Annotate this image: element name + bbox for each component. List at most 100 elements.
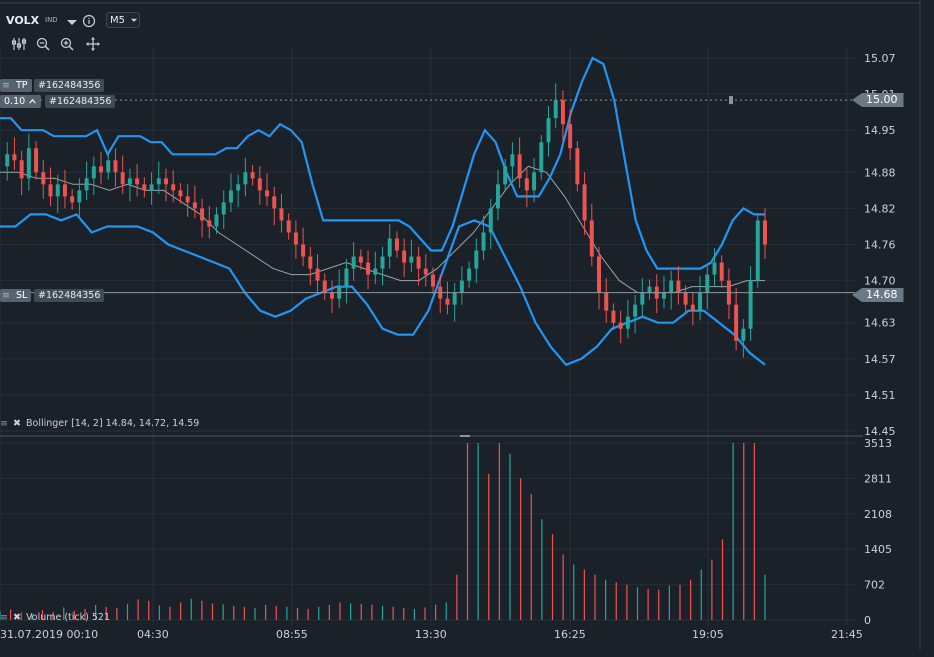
candle-body <box>690 304 695 311</box>
candle-body <box>120 172 125 185</box>
remove-indicator-icon[interactable]: ✖ <box>13 418 21 429</box>
sl-order-tag[interactable]: ≡ SL <box>0 289 32 302</box>
tp-price-label[interactable]: 15.00 <box>852 93 904 107</box>
candle-body <box>755 220 760 281</box>
candle-body <box>394 238 399 251</box>
candle-body <box>84 178 89 191</box>
info-icon[interactable] <box>81 13 97 29</box>
candle-body <box>99 166 104 173</box>
price-tick-label: 14.57 <box>864 353 896 366</box>
candle-body <box>178 190 183 197</box>
price-tick-label: 14.70 <box>864 275 896 288</box>
candle-body <box>207 220 212 227</box>
crosshair-icon[interactable] <box>85 36 101 52</box>
time-tick-label: 13:30 <box>415 628 447 641</box>
candle-body <box>286 220 291 233</box>
candle-body <box>503 166 508 185</box>
candle-body <box>495 184 500 209</box>
candle-body <box>301 244 306 257</box>
entry-order-tag[interactable]: 0.10 <box>0 95 42 108</box>
candle-body <box>221 202 226 215</box>
tp-order-id: #162484356 <box>34 79 105 92</box>
candle-body <box>322 280 327 293</box>
candle-body <box>265 190 270 197</box>
candle-body <box>26 148 31 179</box>
price-tick-label: 14.63 <box>864 317 896 330</box>
sl-price-label[interactable]: 14.68 <box>852 288 904 302</box>
timeframe-select[interactable]: M5 <box>106 12 140 28</box>
chevron-down-icon[interactable] <box>64 14 80 30</box>
candle-body <box>481 232 486 251</box>
volume-tick-label: 702 <box>864 579 885 592</box>
candle-body <box>48 184 53 197</box>
zoom-in-icon[interactable] <box>59 36 75 52</box>
time-tick-label: 31.07.2019 00:10 <box>0 628 98 641</box>
candle-body <box>402 250 407 263</box>
remove-indicator-icon[interactable]: ✖ <box>13 612 21 623</box>
candle-body <box>604 292 609 311</box>
price-tick-label: 14.45 <box>864 425 896 438</box>
candle-body <box>156 178 161 185</box>
candle-body <box>763 220 767 245</box>
candle-body <box>164 178 168 185</box>
time-tick-label: 16:25 <box>554 628 586 641</box>
candle-body <box>445 298 450 305</box>
candle-body <box>243 172 248 185</box>
candle-body <box>734 304 739 341</box>
candle-body <box>582 184 587 221</box>
candle-body <box>127 178 132 185</box>
candlestick-series <box>5 83 767 358</box>
symbol-name[interactable]: VOLX <box>6 14 40 27</box>
candle-body <box>329 292 334 299</box>
candle-body <box>171 184 176 191</box>
candle-body <box>560 100 565 125</box>
candle-body <box>135 178 140 185</box>
volume-tick-label: 2108 <box>864 508 892 521</box>
indicator-menu-icon: ≡ <box>0 418 8 429</box>
candle-body <box>373 268 378 275</box>
bollinger-indicator-label[interactable]: ≡ ✖ Bollinger [14, 2] 14.84, 14.72, 14.5… <box>0 418 199 429</box>
candle-body <box>272 196 277 209</box>
candle-body <box>640 292 645 305</box>
candle-body <box>524 178 529 191</box>
volume-bars <box>0 443 766 620</box>
candle-body <box>568 124 573 149</box>
candle-body <box>618 322 623 329</box>
price-tick-label: 14.51 <box>864 389 896 402</box>
price-tick-label: 14.76 <box>864 239 896 252</box>
candle-body <box>5 154 10 167</box>
candle-body <box>380 256 385 269</box>
price-tick-label: 14.88 <box>864 166 896 179</box>
candle-body <box>70 196 75 203</box>
sl-order-id: #162484356 <box>34 289 105 302</box>
candle-body <box>669 280 674 293</box>
candle-body <box>611 310 616 323</box>
candle-body <box>308 256 313 269</box>
volume-tick-label: 3513 <box>864 437 892 450</box>
candle-body <box>142 184 147 191</box>
candle-body <box>62 184 67 197</box>
tp-order-tag[interactable]: ≡ TP <box>0 79 32 92</box>
volume-indicator-label[interactable]: ≡ ✖ Volume (tick) 521 <box>0 612 110 623</box>
drag-handle-icon: ≡ <box>2 80 10 91</box>
candle-body <box>409 256 414 263</box>
sl-label: SL <box>16 290 28 301</box>
candle-body <box>741 328 746 341</box>
volume-tick-label: 2811 <box>864 472 892 485</box>
drag-handle-icon: ≡ <box>2 290 10 301</box>
candle-body <box>34 148 39 173</box>
chevron-up-icon <box>29 98 36 104</box>
candle-body <box>293 232 298 245</box>
indicators-icon[interactable] <box>11 36 27 52</box>
candle-body <box>236 184 241 191</box>
candle-body <box>423 268 428 275</box>
candle-body <box>200 208 205 221</box>
candle-body <box>575 148 580 185</box>
zoom-out-icon[interactable] <box>35 36 51 52</box>
candle-body <box>366 262 371 275</box>
time-tick-label: 04:30 <box>137 628 169 641</box>
candle-body <box>315 268 320 281</box>
candle-body <box>597 256 601 293</box>
candle-body <box>589 220 594 257</box>
